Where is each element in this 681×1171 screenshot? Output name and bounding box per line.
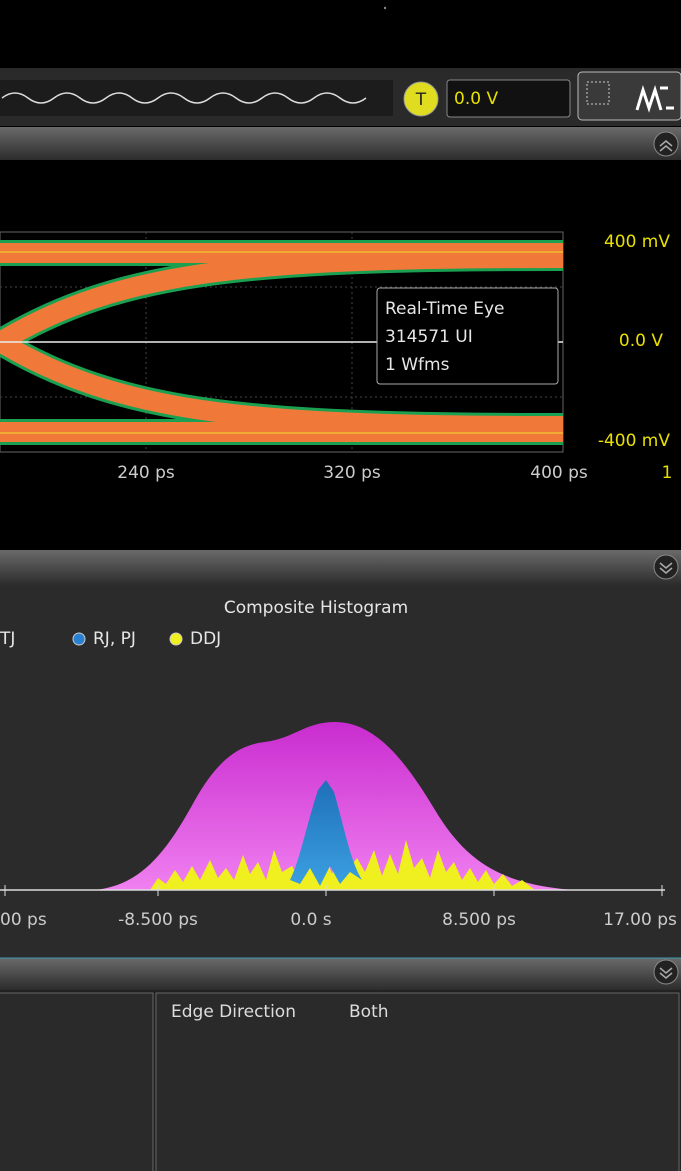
y-label: 0.0 V	[619, 331, 663, 351]
tooltip-line: Real-Time Eye	[385, 299, 505, 319]
y-label: 400 mV	[604, 232, 670, 252]
trigger-level-box[interactable]	[446, 79, 571, 118]
legend-swatch	[169, 632, 183, 646]
eye-traces	[0, 240, 564, 445]
legend-swatch	[72, 632, 86, 646]
dot	[383, 6, 387, 10]
x-label: 8.500 ps	[442, 910, 516, 930]
x-label: -8.500 ps	[118, 910, 198, 930]
setting-value[interactable]: Both	[349, 1002, 389, 1022]
rjpj-area	[290, 780, 362, 886]
x-label: 0.0 s	[290, 910, 331, 930]
trigger-icon: T	[415, 90, 427, 110]
top-bar	[0, 0, 681, 68]
edge-icon	[635, 85, 674, 113]
x-label: 240 ps	[117, 463, 175, 483]
x-label: 320 ps	[323, 463, 381, 483]
legend-label: DDJ	[190, 629, 221, 649]
tooltip-line: 1 Wfms	[385, 355, 450, 375]
eye-panel	[0, 160, 681, 550]
divider	[0, 127, 681, 160]
trigger-button[interactable]	[403, 81, 439, 117]
histogram-title: Composite Histogram	[224, 598, 408, 618]
channel-label: 1	[662, 463, 673, 483]
legend-label: TJ	[0, 629, 15, 649]
chevron	[659, 140, 673, 152]
x-label: 17.00 ps	[603, 910, 677, 930]
y-label: -400 mV	[598, 431, 671, 451]
expand-button[interactable]	[653, 554, 679, 580]
select-icon	[586, 81, 610, 105]
sine-icon	[1, 92, 367, 104]
expand-button[interactable]	[653, 959, 679, 985]
mode-buttons[interactable]	[577, 71, 681, 121]
setting-label: Edge Direction	[171, 1002, 296, 1022]
settings-cell	[0, 992, 154, 1171]
collapse-button[interactable]	[653, 131, 679, 157]
x-label: 400 ps	[530, 463, 588, 483]
divider	[0, 550, 681, 585]
legend-label: RJ, PJ	[93, 629, 136, 649]
tooltip-line: 314571 UI	[385, 327, 473, 347]
chevron	[659, 562, 673, 574]
x-label: 00 ps	[0, 910, 47, 930]
divider	[0, 958, 681, 990]
trigger-level: 0.0 V	[454, 89, 498, 109]
chevron	[659, 967, 673, 979]
settings-cell	[155, 992, 680, 1171]
x-ticks	[4, 885, 663, 896]
tooltip	[376, 287, 559, 385]
waveform-strip[interactable]	[0, 80, 393, 116]
